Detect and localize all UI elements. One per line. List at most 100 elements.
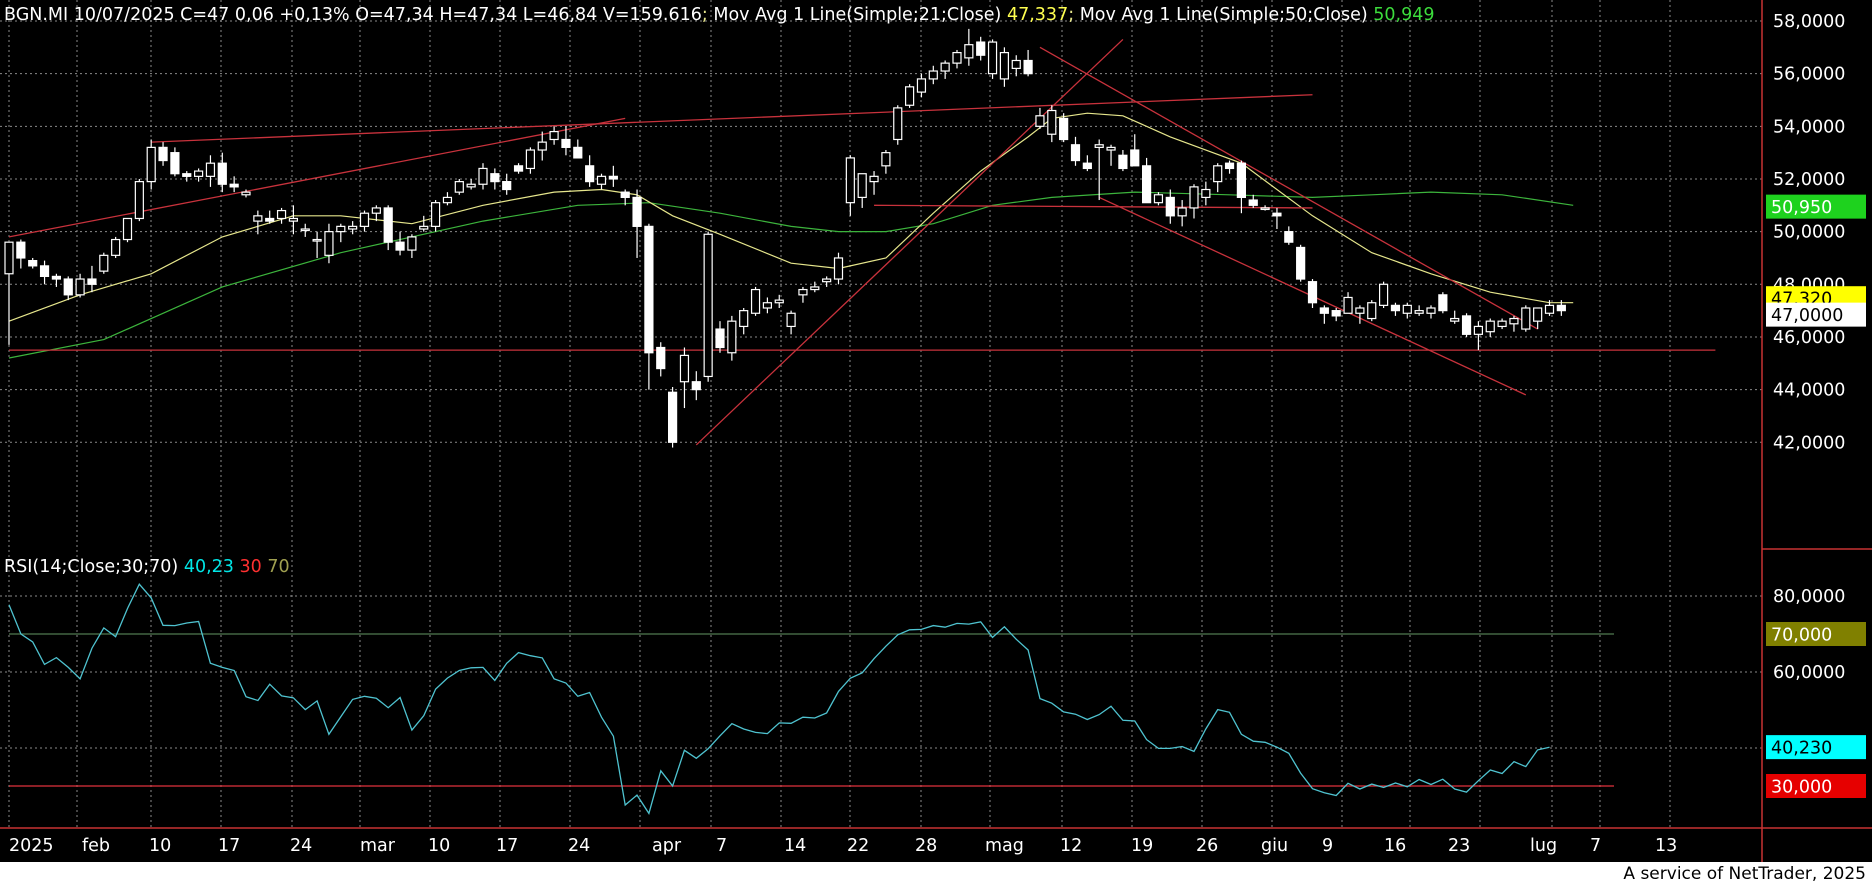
candle: [762, 297, 773, 314]
candle-body-up: [928, 70, 938, 80]
x-tick-label: 12: [1060, 836, 1082, 856]
candle-body-down: [229, 183, 239, 188]
candle: [833, 252, 844, 285]
candle: [1201, 181, 1211, 206]
x-tick-label: 16: [1384, 836, 1406, 856]
candle: [1035, 107, 1045, 129]
x-tick-label: 10: [149, 836, 171, 856]
candle: [845, 155, 855, 216]
candle: [1509, 315, 1519, 332]
ma50-value-tag: 50,950: [1766, 194, 1866, 219]
candle: [122, 217, 133, 243]
candle: [276, 207, 287, 224]
candle-body-down: [715, 328, 725, 349]
candle: [632, 189, 642, 258]
candle-body-down: [87, 278, 97, 285]
candle: [395, 231, 405, 256]
candle: [928, 65, 938, 85]
candle-body-down: [1307, 281, 1318, 304]
candle-body-up: [916, 78, 927, 93]
candle: [158, 142, 168, 166]
rsi-value-tag: 40,230: [1766, 735, 1866, 760]
x-tick-label: 26: [1196, 836, 1218, 856]
candle: [1414, 305, 1424, 316]
candle-body-down: [383, 207, 393, 243]
candle-body-down: [28, 260, 38, 267]
header-ma21-value: 47,337: [1006, 5, 1069, 25]
candle-body-up: [1177, 207, 1187, 217]
candle-body-up: [525, 149, 536, 170]
rsi-path: [8, 583, 1550, 815]
candle: [513, 163, 524, 174]
candle: [750, 286, 761, 316]
candle-body-up: [1378, 283, 1389, 306]
candle-body-down: [217, 162, 227, 185]
candle: [1461, 313, 1472, 337]
candle-body-up: [1509, 317, 1519, 325]
candle: [703, 231, 713, 382]
candle: [99, 252, 109, 274]
candle-body-up: [1106, 146, 1116, 151]
rsi-high: 70: [267, 557, 290, 577]
candle-body-up: [419, 225, 429, 230]
candle-body-up: [205, 162, 216, 177]
candle-body-up: [1260, 207, 1270, 211]
candle: [1011, 55, 1021, 77]
candle-body-up: [964, 44, 974, 59]
candle: [265, 210, 275, 224]
candle-body-up: [359, 212, 370, 227]
candle-body-down: [585, 165, 595, 183]
candle-body-down: [976, 41, 986, 56]
candle-body-up: [940, 62, 950, 72]
price-tick-label: 54,0000: [1773, 117, 1845, 137]
candle-body-up: [1047, 109, 1057, 135]
candle-body-down: [1438, 294, 1448, 312]
candle: [1450, 310, 1460, 324]
rsi-label: RSI(14;Close;30;70): [4, 557, 179, 577]
candle-body-down: [265, 217, 275, 222]
candle-body-up: [288, 217, 298, 222]
candle: [1319, 305, 1329, 324]
candle: [1082, 155, 1092, 172]
candle: [1485, 318, 1495, 337]
candle-body-up: [1473, 325, 1484, 335]
candle: [1224, 160, 1235, 174]
ma21-line: [8, 112, 1574, 322]
candle: [1438, 292, 1448, 314]
candle-body-down: [691, 381, 701, 391]
candles: [4, 28, 1566, 448]
candle-body-up: [822, 278, 832, 283]
rsi-line: [8, 583, 1550, 815]
candle: [1343, 292, 1353, 314]
candle: [170, 147, 180, 177]
candle: [1130, 134, 1140, 167]
candle: [28, 257, 38, 269]
x-tick-label: 24: [568, 836, 590, 856]
candle-body-up: [762, 302, 773, 309]
candle: [916, 73, 927, 98]
candle: [869, 171, 879, 195]
candle: [146, 139, 156, 190]
candle-body-down: [573, 146, 583, 159]
candle: [798, 286, 808, 303]
candle-body-down: [1070, 144, 1081, 162]
candle-body-up: [1355, 307, 1365, 314]
candle: [194, 168, 204, 182]
candle: [205, 155, 216, 187]
candle-body-down: [1556, 304, 1566, 312]
candle: [1367, 300, 1377, 322]
candle: [1023, 49, 1033, 77]
candle: [987, 39, 998, 79]
price-header: BGN.MI 10/07/2025 C=47 0,06 +0,13% O=47,…: [4, 5, 1435, 25]
candle: [549, 126, 559, 145]
candle-body-up: [786, 312, 796, 328]
rsi70-value-tag: 70,000: [1766, 622, 1866, 646]
footer-bar: [0, 862, 1872, 888]
candle: [691, 371, 701, 401]
candle-body-up: [431, 202, 441, 227]
candle-body-up: [1533, 307, 1543, 322]
candle: [1296, 244, 1306, 282]
candle-body-down: [16, 241, 26, 259]
x-tick-label: feb: [82, 836, 110, 856]
